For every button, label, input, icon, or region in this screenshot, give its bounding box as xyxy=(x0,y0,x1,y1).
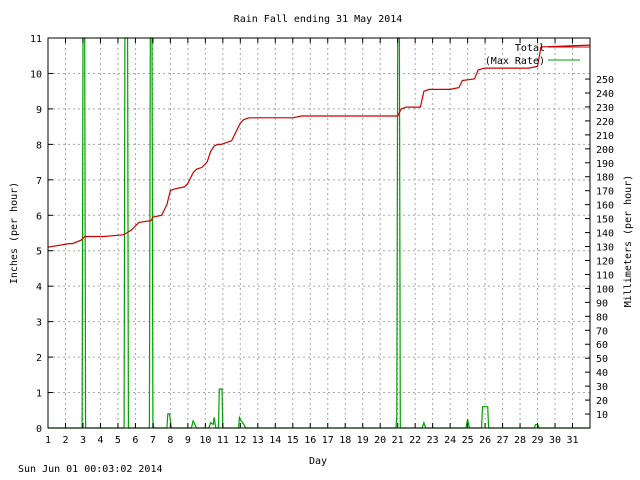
x-tick-label: 7 xyxy=(150,435,156,446)
y-right-tick-label: 250 xyxy=(596,75,614,86)
y-left-tick-label: 3 xyxy=(36,318,42,329)
y-axis-right-label: Millimeters (per hour) xyxy=(623,175,634,307)
y-right-tick-label: 180 xyxy=(596,173,614,184)
legend-total-label: Total xyxy=(515,43,545,54)
y-right-tick-label: 130 xyxy=(596,243,614,254)
y-right-tick-label: 140 xyxy=(596,229,614,240)
x-tick-label: 14 xyxy=(269,435,281,446)
y-left-tick-label: 4 xyxy=(36,282,42,293)
x-tick-label: 21 xyxy=(392,435,404,446)
x-tick-label: 28 xyxy=(514,435,526,446)
x-tick-label: 12 xyxy=(234,435,246,446)
x-tick-label: 15 xyxy=(287,435,299,446)
x-tick-label: 23 xyxy=(427,435,439,446)
x-tick-label: 24 xyxy=(444,435,456,446)
x-tick-label: 20 xyxy=(374,435,386,446)
x-tick-label: 27 xyxy=(497,435,509,446)
y-right-tick-label: 200 xyxy=(596,145,614,156)
axis-ticks: 1 2 3 4 5 6 7 8 9 10 11 12 13 14 15 16 17 18 19 20 21 22 23 24 2… xyxy=(30,34,614,446)
y-right-tick-label: 20 xyxy=(596,396,608,407)
x-tick-label: 1 xyxy=(45,435,51,446)
x-tick-label: 9 xyxy=(185,435,191,446)
y-right-tick-label: 60 xyxy=(596,340,608,351)
x-tick-label: 17 xyxy=(322,435,334,446)
x-tick-label: 30 xyxy=(549,435,561,446)
x-tick-label: 8 xyxy=(167,435,173,446)
series-max-rate-line xyxy=(48,37,590,429)
y-right-tick-label: 190 xyxy=(596,159,614,170)
chart-title: Rain Fall ending 31 May 2014 xyxy=(234,14,403,25)
y-right-tick-label: 160 xyxy=(596,201,614,212)
x-axis-label: Day xyxy=(309,456,327,467)
x-tick-label: 2 xyxy=(62,435,68,446)
x-tick-label: 4 xyxy=(97,435,103,446)
x-tick-label: 10 xyxy=(199,435,211,446)
plot-frame xyxy=(47,37,591,429)
y-left-tick-label: 6 xyxy=(36,211,42,222)
x-tick-label: 31 xyxy=(566,435,578,446)
legend: Total (Max Rate) xyxy=(485,43,590,67)
x-tick-label: 25 xyxy=(462,435,474,446)
y-right-tick-label: 90 xyxy=(596,298,608,309)
y-right-tick-label: 50 xyxy=(596,354,608,365)
y-left-tick-label: 1 xyxy=(36,389,42,400)
footer-timestamp: Sun Jun 01 00:03:02 2014 xyxy=(18,464,163,475)
x-tick-label: 5 xyxy=(115,435,121,446)
y-right-tick-label: 170 xyxy=(596,187,614,198)
y-left-tick-label: 8 xyxy=(36,140,42,151)
series-total-line xyxy=(47,44,591,248)
y-right-tick-label: 110 xyxy=(596,270,614,281)
x-tick-label: 13 xyxy=(252,435,264,446)
y-right-tick-label: 100 xyxy=(596,284,614,295)
y-right-tick-label: 210 xyxy=(596,131,614,142)
x-tick-label: 19 xyxy=(357,435,369,446)
y-right-tick-label: 150 xyxy=(596,215,614,226)
series-layer xyxy=(47,37,591,429)
y-right-tick-label: 70 xyxy=(596,326,608,337)
y-left-tick-label: 0 xyxy=(36,424,42,435)
y-right-tick-label: 80 xyxy=(596,312,608,323)
y-right-tick-label: 40 xyxy=(596,368,608,379)
y-left-tick-label: 5 xyxy=(36,247,42,258)
y-right-tick-label: 240 xyxy=(596,89,614,100)
y-axis-left-label: Inches (per hour) xyxy=(9,182,20,284)
x-tick-label: 22 xyxy=(409,435,421,446)
y-right-tick-label: 30 xyxy=(596,382,608,393)
y-left-tick-label: 9 xyxy=(36,105,42,116)
y-right-tick-label: 120 xyxy=(596,256,614,267)
x-tick-label: 26 xyxy=(479,435,491,446)
x-tick-label: 6 xyxy=(132,435,138,446)
legend-max-rate-label: (Max Rate) xyxy=(485,56,545,67)
x-tick-label: 11 xyxy=(217,435,229,446)
x-tick-label: 16 xyxy=(304,435,316,446)
x-tick-label: 18 xyxy=(339,435,351,446)
grid xyxy=(47,37,590,429)
x-tick-label: 3 xyxy=(80,435,86,446)
y-right-tick-label: 220 xyxy=(596,117,614,128)
y-left-tick-label: 7 xyxy=(36,176,42,187)
y-right-tick-label: 10 xyxy=(596,410,608,421)
y-left-tick-label: 10 xyxy=(30,69,42,80)
y-left-tick-label: 11 xyxy=(30,34,42,45)
x-tick-label: 29 xyxy=(532,435,544,446)
y-left-tick-label: 2 xyxy=(36,353,42,364)
y-right-tick-label: 230 xyxy=(596,103,614,114)
